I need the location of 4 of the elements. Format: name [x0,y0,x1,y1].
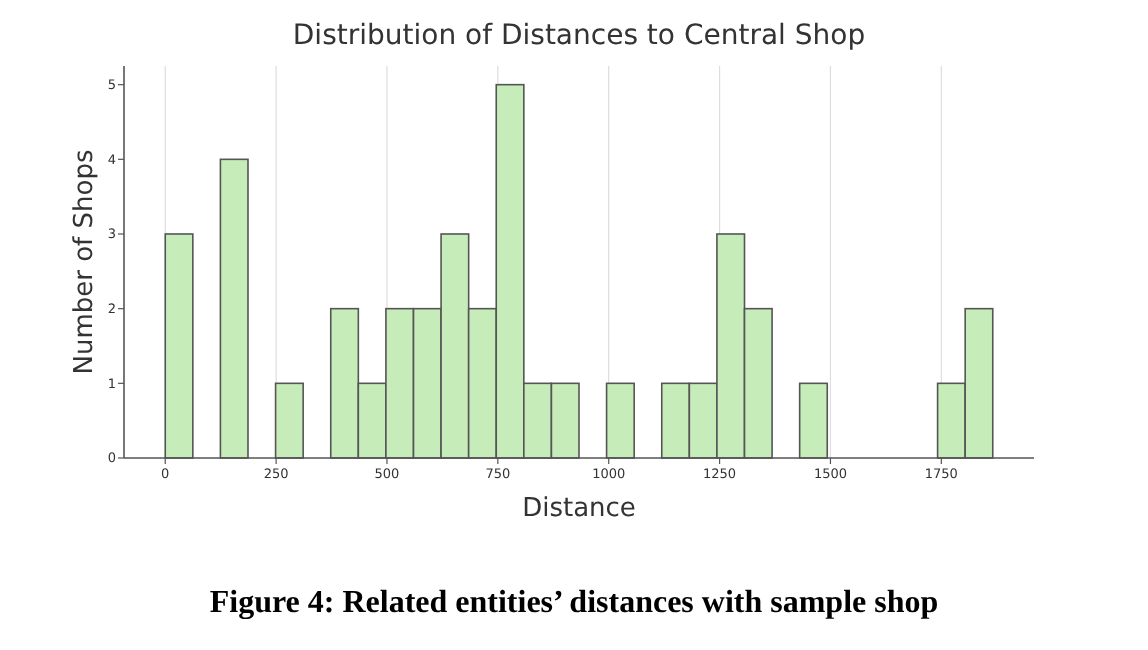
chart-title: Distribution of Distances to Central Shop [292,20,866,52]
y-axis-title: Number of Shops [70,149,100,375]
caption: Figure 4: Related entities’ distances with sample shop [209,586,939,620]
x-axis-title: Distance [522,494,636,524]
